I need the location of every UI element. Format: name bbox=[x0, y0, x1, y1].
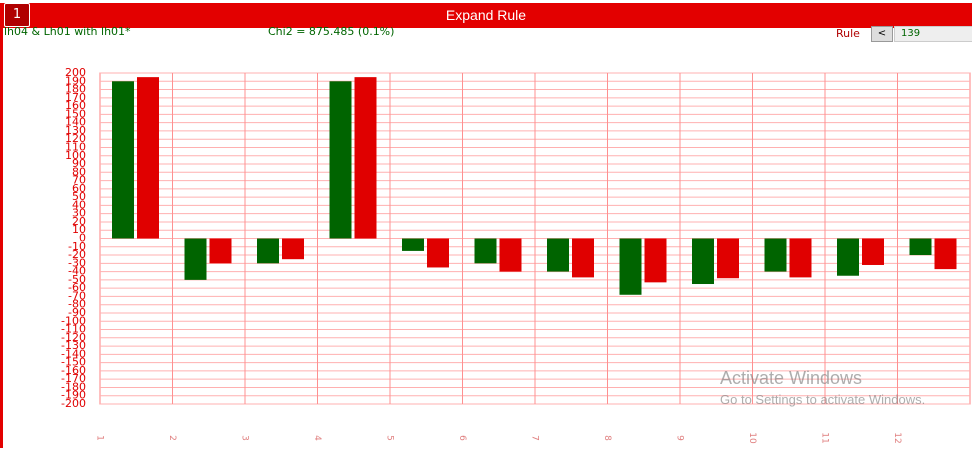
watermark-title: Activate Windows bbox=[720, 368, 863, 388]
y-tick-label: -60 bbox=[68, 281, 86, 294]
bar bbox=[862, 238, 884, 265]
y-tick-label: -10 bbox=[68, 240, 86, 253]
y-tick-label: 0 bbox=[79, 232, 86, 245]
y-tick-label: 150 bbox=[65, 107, 86, 120]
bar bbox=[402, 238, 424, 251]
bar bbox=[257, 238, 279, 264]
y-tick-label: 20 bbox=[72, 215, 86, 228]
bar bbox=[692, 238, 714, 285]
y-tick-label: 100 bbox=[65, 149, 86, 162]
rule-name: lh04 & Lh01 with lh01* bbox=[4, 25, 131, 38]
y-tick-label: -70 bbox=[68, 289, 86, 302]
x-tick-label: 3 bbox=[240, 435, 250, 441]
y-tick-label: 180 bbox=[65, 83, 86, 96]
x-tick-label: 5 bbox=[385, 435, 395, 441]
y-tick-label: 30 bbox=[72, 207, 86, 220]
bar bbox=[282, 238, 304, 260]
bar bbox=[209, 238, 232, 264]
bar bbox=[909, 238, 932, 256]
bar bbox=[837, 238, 859, 276]
y-tick-label: -140 bbox=[61, 347, 86, 360]
y-tick-label: 120 bbox=[65, 132, 86, 145]
y-tick-label: 170 bbox=[65, 91, 86, 104]
y-tick-label: -190 bbox=[61, 389, 86, 402]
y-tick-label: 70 bbox=[72, 174, 86, 187]
x-tick-label: 4 bbox=[312, 435, 322, 441]
rule-label: Rule bbox=[836, 27, 860, 40]
x-tick-label: 8 bbox=[602, 435, 612, 441]
bar bbox=[934, 238, 957, 270]
y-tick-label: -200 bbox=[61, 397, 86, 410]
bar bbox=[184, 238, 207, 280]
bar bbox=[572, 238, 594, 278]
x-tick-label: 11 bbox=[820, 432, 830, 443]
y-tick-label: 160 bbox=[65, 99, 86, 112]
bar bbox=[619, 238, 642, 295]
y-tick-label: -50 bbox=[68, 273, 86, 286]
x-tick-label: 9 bbox=[675, 435, 685, 441]
prev-button[interactable]: < bbox=[871, 26, 893, 42]
y-tick-label: -170 bbox=[61, 372, 86, 385]
stat: Chi2 = 875.485 (0.1%) bbox=[268, 25, 395, 38]
bar bbox=[789, 238, 812, 278]
y-tick-label: 110 bbox=[65, 140, 86, 153]
bar bbox=[499, 238, 522, 272]
bar bbox=[354, 77, 377, 239]
y-tick-label: 140 bbox=[65, 116, 86, 129]
y-tick-label: -160 bbox=[61, 364, 86, 377]
menu-button[interactable]: 1 bbox=[4, 3, 30, 27]
title-bar: Expand Rule bbox=[0, 3, 972, 28]
x-tick-label: 2 bbox=[167, 435, 177, 441]
y-tick-label: -40 bbox=[68, 265, 86, 278]
window-title: Expand Rule bbox=[445, 7, 527, 23]
y-tick-label: 190 bbox=[65, 74, 86, 87]
bar bbox=[717, 238, 739, 279]
y-tick-label: 80 bbox=[72, 165, 86, 178]
bar bbox=[137, 77, 159, 239]
x-tick-label: 10 bbox=[747, 432, 757, 444]
y-tick-label: -90 bbox=[68, 306, 86, 319]
y-tick-label: 130 bbox=[65, 124, 86, 137]
bar bbox=[329, 81, 352, 239]
y-tick-label: -120 bbox=[61, 331, 86, 344]
watermark-subtitle: Go to Settings to activate Windows. bbox=[720, 392, 926, 407]
y-tick-label: 50 bbox=[72, 190, 86, 203]
y-tick-label: -20 bbox=[68, 248, 86, 261]
x-tick-label: 1 bbox=[95, 435, 105, 441]
x-tick-label: 7 bbox=[530, 435, 540, 441]
y-tick-label: 40 bbox=[72, 198, 86, 211]
bar bbox=[474, 238, 497, 264]
y-tick-label: -100 bbox=[61, 314, 86, 327]
rule-number[interactable]: 139 bbox=[894, 26, 972, 42]
bar bbox=[112, 81, 134, 239]
y-tick-label: -80 bbox=[68, 298, 86, 311]
y-tick-label: 90 bbox=[72, 157, 86, 170]
y-tick-label: -150 bbox=[61, 356, 86, 369]
y-tick-label: 200 bbox=[65, 66, 86, 79]
bar bbox=[644, 238, 667, 283]
y-tick-label: -180 bbox=[61, 380, 86, 393]
y-tick-label: -110 bbox=[61, 323, 86, 336]
y-tick-label: -30 bbox=[68, 256, 86, 269]
y-tick-label: 60 bbox=[72, 182, 86, 195]
bar bbox=[427, 238, 449, 268]
bar bbox=[547, 238, 569, 272]
side-border bbox=[0, 28, 3, 448]
x-tick-label: 12 bbox=[892, 432, 902, 443]
bar bbox=[764, 238, 787, 272]
x-tick-label: 6 bbox=[457, 435, 467, 441]
y-tick-label: 10 bbox=[72, 223, 86, 236]
y-tick-label: -130 bbox=[61, 339, 86, 352]
